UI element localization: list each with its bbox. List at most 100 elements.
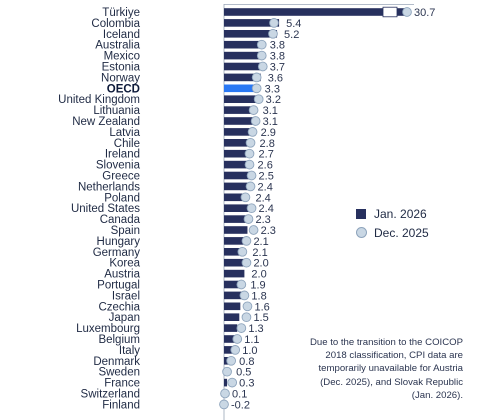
bar-ireland — [224, 149, 252, 158]
category-label-oecd: OECD — [107, 83, 140, 95]
bar-iceland — [224, 30, 278, 38]
marker-hungary — [241, 236, 252, 246]
value-label-united-states: 2.4 — [259, 203, 274, 215]
value-label-t-rkiye: 30.7 — [414, 7, 435, 19]
category-label-japan: Japan — [109, 312, 140, 324]
value-label-canada: 2.3 — [255, 214, 270, 226]
marker-united-states — [246, 203, 257, 214]
marker-belgium — [232, 334, 243, 344]
value-label-greece: 2.5 — [259, 171, 274, 183]
marker-czechia — [242, 301, 253, 312]
legend-bar-swatch — [356, 208, 366, 219]
category-label-switzerland: Switzerland — [81, 389, 140, 401]
marker-new-zealand — [250, 116, 261, 126]
category-label-united-states: United States — [71, 203, 140, 215]
category-label-israel: Israel — [112, 290, 140, 302]
value-label-germany: 2.1 — [252, 247, 267, 259]
category-label-united-kingdom: United Kingdom — [58, 94, 140, 106]
value-label-mexico: 3.8 — [270, 51, 285, 63]
bar-united-states — [224, 204, 249, 212]
marker-estonia — [257, 61, 268, 72]
value-label-ireland: 2.7 — [259, 149, 274, 161]
marker-portugal — [236, 279, 247, 290]
bar-germany — [224, 248, 246, 256]
value-label-sweden: 0.5 — [236, 367, 251, 379]
category-label-new-zealand: New Zealand — [72, 116, 140, 128]
value-label-israel: 1.8 — [251, 290, 266, 302]
marker-australia — [256, 39, 267, 50]
value-label-korea: 2.0 — [253, 258, 268, 270]
value-label-denmark: 0.8 — [239, 356, 254, 368]
marker-colombia — [269, 18, 279, 28]
bar-austria — [224, 269, 245, 278]
marker-ireland — [244, 148, 255, 159]
value-label-australia: 3.8 — [270, 40, 285, 52]
bar-poland — [224, 193, 249, 202]
value-label-switzerland: 0.1 — [232, 389, 247, 401]
marker-luxembourg — [236, 323, 247, 333]
bar-israel — [224, 291, 243, 300]
category-label-finland: Finland — [102, 399, 140, 411]
category-label-estonia: Estonia — [102, 62, 141, 74]
category-label-spain: Spain — [111, 225, 140, 237]
marker-france — [227, 377, 238, 388]
marker-japan — [241, 312, 252, 323]
category-label-t-rkiye: Türkiye — [102, 7, 140, 19]
bar-mexico — [224, 51, 263, 60]
value-label-japan: 1.5 — [253, 312, 268, 324]
bar-hungary — [224, 237, 246, 245]
bar-canada — [224, 215, 248, 223]
category-label-latvia: Latvia — [109, 127, 140, 139]
legend-item-dec-2025: Dec. 2025 — [356, 223, 429, 242]
bar-greece — [224, 171, 250, 180]
bar-belgium — [224, 335, 236, 343]
category-label-czechia: Czechia — [98, 301, 140, 313]
category-label-lithuania: Lithuania — [93, 105, 140, 117]
bar-t-rkiye — [224, 8, 405, 16]
bar-lithuania — [224, 106, 256, 114]
category-label-portugal: Portugal — [97, 280, 140, 292]
value-label-poland: 2.4 — [255, 192, 270, 204]
bar-chile — [224, 139, 253, 147]
marker-mexico — [256, 50, 267, 61]
value-label-italy: 1.0 — [242, 345, 257, 357]
category-label-sweden: Sweden — [98, 367, 140, 379]
legend-label-dec-2025: Dec. 2025 — [374, 225, 429, 240]
marker-t-rkiye — [402, 7, 412, 17]
marker-greece — [246, 170, 257, 181]
bar-united-kingdom — [224, 95, 257, 103]
category-label-canada: Canada — [100, 214, 141, 226]
marker-netherlands — [245, 181, 256, 192]
value-label-hungary: 2.1 — [253, 236, 268, 248]
value-label-belgium: 1.1 — [244, 334, 259, 346]
value-label-united-kingdom: 3.2 — [266, 94, 281, 106]
category-label-colombia: Colombia — [91, 18, 140, 30]
category-label-korea: Korea — [109, 258, 140, 270]
value-label-slovenia: 2.6 — [258, 160, 273, 172]
bar-italy — [224, 346, 235, 354]
value-label-latvia: 2.9 — [261, 127, 276, 139]
value-label-iceland: 5.2 — [284, 29, 299, 41]
category-label-australia: Australia — [95, 40, 140, 52]
value-label-netherlands: 2.4 — [258, 181, 273, 193]
category-label-france: France — [104, 378, 140, 390]
bar-australia — [224, 40, 263, 49]
value-label-portugal: 1.9 — [250, 280, 265, 292]
value-label-colombia: 5.4 — [286, 18, 301, 30]
marker-korea — [241, 257, 252, 268]
marker-denmark — [226, 355, 236, 366]
category-label-netherlands: Netherlands — [78, 181, 140, 193]
category-label-luxembourg: Luxembourg — [76, 323, 140, 335]
marker-canada — [243, 214, 254, 224]
data-note: Due to the transition to the COICOP 2018… — [309, 337, 463, 401]
value-label-norway: 3.6 — [268, 72, 283, 84]
category-label-mexico: Mexico — [104, 51, 140, 63]
value-label-chile: 2.8 — [260, 138, 275, 150]
value-label-finland: -0.2 — [231, 399, 250, 411]
bar-luxembourg — [224, 324, 238, 332]
category-label-belgium: Belgium — [98, 334, 140, 346]
value-label-lithuania: 3.1 — [263, 105, 278, 117]
legend-marker-swatch — [356, 227, 367, 238]
bar-spain — [224, 226, 248, 234]
bar-korea — [224, 258, 245, 267]
